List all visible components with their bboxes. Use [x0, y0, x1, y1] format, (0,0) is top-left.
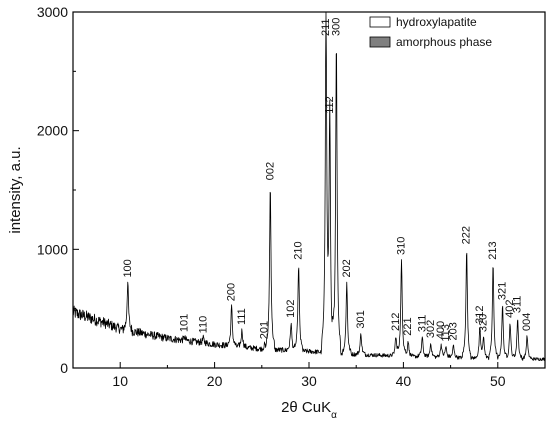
peak-label: 320 [478, 314, 490, 332]
peak-label: 004 [521, 313, 533, 331]
x-tick-label: 40 [396, 373, 412, 389]
legend-swatch [369, 16, 391, 28]
peak-label: 311 [512, 296, 524, 314]
peak-label: 101 [178, 314, 190, 332]
x-tick-label: 10 [112, 373, 128, 389]
peak-label: 110 [197, 316, 209, 334]
peak-label: 201 [259, 321, 271, 339]
legend-label: hydroxylapatite [396, 15, 477, 29]
peak-label: 203 [447, 322, 459, 340]
x-axis-label-main: 2θ CuK [281, 399, 331, 416]
peak-label: 212 [390, 313, 402, 331]
x-tick-label: 20 [207, 373, 223, 389]
peak-label: 300 [330, 18, 342, 36]
peak-label: 221 [402, 317, 414, 335]
peak-label: 102 [285, 300, 297, 318]
y-tick-label: 2000 [37, 123, 68, 139]
peak-label: 402 [504, 300, 516, 318]
peak-label: 100 [122, 259, 134, 277]
peak-label: 311 [416, 315, 428, 333]
peak-label: 321 [497, 282, 509, 300]
peak-label: 310 [396, 237, 408, 255]
diffraction-pattern-line [72, 11, 546, 361]
x-axis-label: 2θ CuKα [281, 399, 337, 421]
peak-label: 202 [341, 259, 353, 277]
y-axis-label: intensity, a.u. [7, 146, 24, 233]
peak-label: 111 [236, 308, 248, 325]
x-tick-label: 30 [301, 373, 317, 389]
peak-label: 400 [435, 321, 447, 339]
peak-label: 112 [324, 96, 336, 114]
peak-label: 213 [487, 241, 499, 259]
peak-label: 210 [293, 241, 305, 259]
peak-label: 302 [425, 320, 437, 338]
legend-label: amorphous phase [396, 35, 492, 49]
peak-label: 002 [264, 162, 276, 180]
peak-label: 211 [320, 18, 332, 36]
peak-label: 301 [355, 310, 367, 328]
y-axis-ticks: 0 1000 2000 3000 [37, 4, 79, 376]
peak-label: 222 [461, 226, 473, 244]
legend-swatch [369, 36, 391, 48]
x-axis-ticks: 10 20 30 40 50 [72, 362, 546, 389]
legend: hydroxylapatite amorphous phase [369, 15, 492, 49]
peak-labels: 100 101 110 200 111 201 002 102 210 211 112 300 202 3… [122, 18, 533, 342]
y-tick-label: 3000 [37, 4, 68, 20]
x-tick-label: 50 [490, 373, 506, 389]
peak-label: 113 [440, 324, 452, 342]
y-tick-label: 1000 [37, 241, 68, 257]
y-tick-label: 0 [60, 360, 68, 376]
peak-label: 200 [226, 283, 238, 301]
peak-label: 312 [474, 305, 486, 323]
x-axis-label-subscript: α [331, 410, 337, 421]
